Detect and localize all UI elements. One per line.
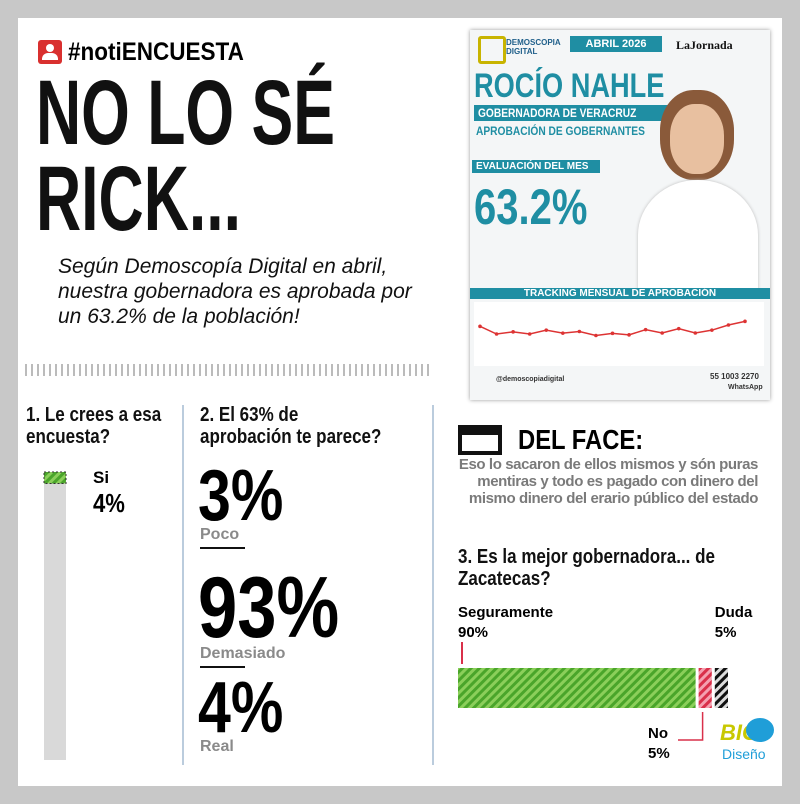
bar-track [44, 472, 66, 760]
face-icon [458, 425, 502, 455]
tracking-point [527, 332, 532, 336]
tracking-point [577, 329, 582, 334]
q3-title: 3. Es la mejor gobernadora... de Zacatec… [458, 546, 768, 590]
segment-value-label: 90% [458, 624, 488, 641]
q2-title: 2. El 63% de aprobación te parece? [200, 404, 425, 448]
hashtag: #notiENCUESTA [68, 38, 263, 67]
headline-line: RICK... [36, 148, 242, 250]
portrait [630, 80, 760, 290]
tracking-point [710, 328, 714, 332]
bar-segment [698, 668, 712, 708]
logo-sub: Diseño [722, 746, 766, 762]
candidate-name-text: ROCÍO NAHLE [474, 67, 665, 105]
user-icon [38, 40, 62, 64]
q1-title-text: 1. Le crees a esa encuesta? [26, 404, 162, 448]
tracking-point [561, 331, 565, 335]
option-value: 93% [198, 565, 370, 651]
segment-value-label: 5% [648, 745, 670, 762]
face-title-text: DEL FACE: [518, 424, 644, 455]
headline: NO LO SÉ RICK... [36, 62, 476, 250]
tracking-point [627, 333, 631, 337]
survey-text: APROBACIÓN DE GOBERNANTES [476, 124, 645, 138]
role: GOBERNADORA DE VERACRUZ [474, 105, 669, 121]
q2-title-text: 2. El 63% de aprobación te parece? [200, 404, 382, 448]
phone: 55 1003 2270 [710, 372, 759, 381]
segment-label: Seguramente [458, 604, 553, 621]
brand: DEMOSCOPIA DIGITAL [506, 38, 561, 56]
face-text: Eso lo sacaron de ellos mismos y són pur… [458, 456, 759, 507]
hashtag-prefix: #noti [68, 38, 122, 66]
segment-label: No [648, 725, 668, 742]
date: ABRIL 2026 [570, 36, 662, 52]
intro: Según Demoscopía Digital en abril, nuest… [58, 255, 412, 328]
tracking-point [511, 330, 515, 334]
option-value-text: 93% [198, 560, 340, 656]
tracking-point [478, 324, 482, 329]
tracking-point [643, 327, 648, 332]
tracking-point [676, 326, 681, 331]
q1-category: Si [93, 468, 110, 487]
tracking-point [594, 333, 598, 338]
connector [678, 712, 704, 741]
option-value: 4% [198, 672, 302, 744]
bar [43, 471, 67, 485]
tracking-point [743, 319, 747, 324]
approval-text: 63.2% [474, 179, 588, 235]
candidate-name: ROCÍO NAHLE [474, 68, 712, 104]
option-label: Poco [200, 526, 240, 543]
whatsapp: WhatsApp [728, 384, 763, 391]
social: @demoscopiadigital [496, 376, 565, 383]
approval: 63.2% [474, 178, 616, 236]
segment-value-label: 5% [715, 624, 737, 641]
bar-segment [714, 668, 728, 708]
headline-line: NO LO SÉ [36, 62, 335, 164]
option-value-text: 4% [198, 668, 284, 748]
role-text: GOBERNADORA DE VERACRUZ [478, 106, 637, 120]
tracking-point [494, 332, 499, 336]
option-value-text: 3% [198, 456, 284, 536]
bar-segment [458, 668, 696, 708]
tracking-point [726, 323, 731, 327]
q1-value-label: 4% [93, 488, 131, 519]
month-label: EVALUACIÓN DEL MES [472, 160, 600, 173]
newspaper: LaJornada [676, 38, 733, 52]
segment-label: Duda [715, 604, 753, 621]
option-value: 3% [198, 460, 302, 532]
q1-value-label-text: 4% [93, 488, 125, 518]
tracking-point [610, 331, 615, 336]
tracking-title: TRACKING MENSUAL DE APROBACIÓN [470, 288, 770, 299]
survey: APROBACIÓN DE GOBERNANTES [476, 124, 675, 138]
tracking-point [544, 328, 549, 332]
logo-elephant [746, 718, 774, 742]
hashtag-suffix: ENCUESTA [121, 38, 244, 66]
option-label: Real [200, 738, 234, 755]
q1-title: 1. Le crees a esa encuesta? [26, 404, 206, 448]
option-label: Demasiado [200, 645, 286, 662]
brand-logo [478, 36, 506, 64]
tracking-point [693, 331, 698, 335]
q3-title-text: 3. Es la mejor gobernadora... de Zacatec… [458, 546, 715, 590]
face-title: DEL FACE: [518, 424, 665, 456]
tracking-point [660, 331, 664, 335]
